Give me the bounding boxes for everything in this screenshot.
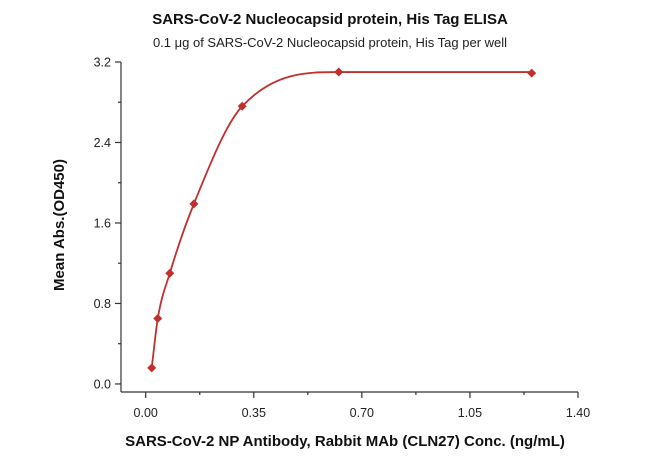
data-point-marker <box>237 101 247 111</box>
data-point-marker <box>527 68 537 78</box>
x-tick-label: 1.05 <box>458 406 482 420</box>
y-tick-label: 0.8 <box>94 297 111 311</box>
x-axis-ticks: 0.00 0.35 0.70 1.05 1.40 <box>134 392 590 420</box>
x-tick-label: 0.70 <box>350 406 374 420</box>
data-point-marker <box>153 314 163 324</box>
x-tick-label: 0.35 <box>242 406 266 420</box>
chart-subtitle: 0.1 μg of SARS-CoV-2 Nucleocapsid protei… <box>153 35 507 50</box>
fit-curve <box>150 71 532 368</box>
y-tick-label: 2.4 <box>94 136 111 150</box>
y-tick-label: 1.6 <box>94 216 111 230</box>
data-point-marker <box>147 363 157 373</box>
data-point-marker <box>165 268 175 278</box>
x-tick-label: 0.00 <box>134 406 158 420</box>
y-tick-label: 3.2 <box>94 56 111 70</box>
chart-title: SARS-CoV-2 Nucleocapsid protein, His Tag… <box>152 11 508 28</box>
data-point-marker <box>334 67 344 77</box>
x-axis-label: SARS-CoV-2 NP Antibody, Rabbit MAb (CLN2… <box>125 433 565 450</box>
y-axis-label: Mean Abs.(OD450) <box>51 159 68 291</box>
data-points <box>147 67 537 373</box>
y-axis-ticks: 0.0 0.8 1.6 2.4 3.2 <box>94 56 121 391</box>
data-point-marker <box>189 199 199 209</box>
plot-area: 0.0 0.8 1.6 2.4 3.2 0.00 0.35 0.70 1.05 1.40 <box>94 56 591 421</box>
x-tick-label: 1.40 <box>566 406 590 420</box>
y-tick-label: 0.0 <box>94 377 111 391</box>
